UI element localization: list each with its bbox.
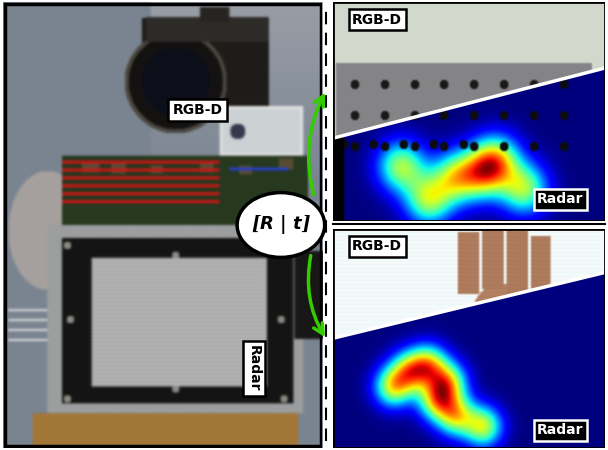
- Circle shape: [237, 193, 325, 257]
- Text: RGB-D: RGB-D: [352, 13, 402, 27]
- Text: Radar: Radar: [247, 345, 261, 392]
- Text: Radar: Radar: [537, 423, 584, 437]
- Text: Radar: Radar: [537, 193, 584, 207]
- Text: RGB-D: RGB-D: [173, 103, 223, 117]
- Text: [$\boldsymbol{R}$ | $\boldsymbol{t}$]: [$\boldsymbol{R}$ | $\boldsymbol{t}$]: [251, 213, 311, 237]
- Text: RGB-D: RGB-D: [352, 239, 402, 253]
